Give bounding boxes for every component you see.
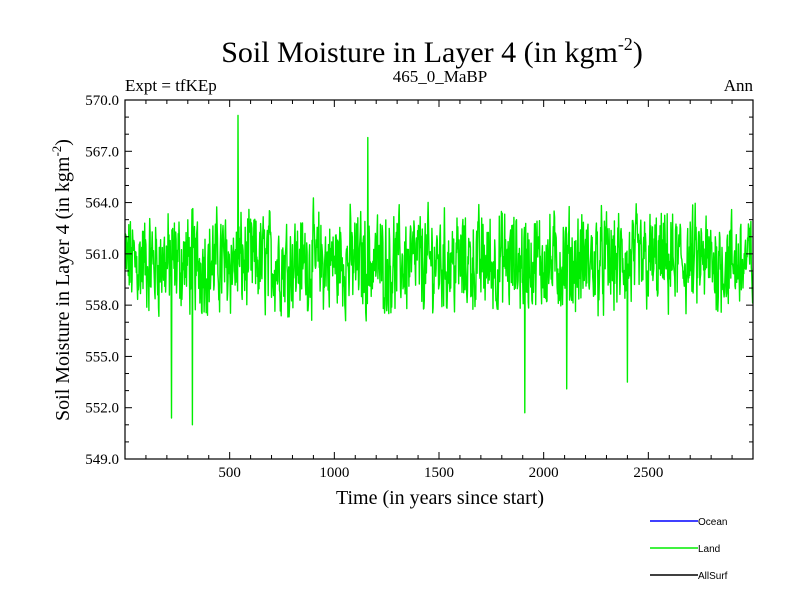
y-tick-label: 561.0 bbox=[85, 247, 119, 263]
legend-item-allsurf: AllSurf bbox=[650, 571, 728, 582]
legend-label: Land bbox=[698, 544, 720, 555]
y-tick-label: 567.0 bbox=[85, 144, 119, 160]
y-tick-label: 549.0 bbox=[85, 452, 119, 468]
period-label: 465_0_MaBP bbox=[393, 67, 487, 86]
series-line-land bbox=[125, 114, 753, 426]
y-tick-label: 555.0 bbox=[85, 349, 119, 365]
experiment-label: Expt = tfKEp bbox=[125, 76, 217, 95]
x-tick-label: 2500 bbox=[633, 465, 663, 481]
x-tick-label: 2000 bbox=[529, 465, 559, 481]
y-tick-label: 558.0 bbox=[85, 298, 119, 314]
legend-item-land: Land bbox=[650, 544, 720, 555]
x-tick-label: 1500 bbox=[424, 465, 454, 481]
x-axis-label: Time (in years since start) bbox=[336, 487, 544, 509]
y-axis-label-superscript: -2 bbox=[49, 146, 64, 157]
x-tick-label: 1000 bbox=[319, 465, 349, 481]
y-tick-label: 564.0 bbox=[85, 196, 119, 212]
legend-label: AllSurf bbox=[698, 571, 728, 582]
x-axis: 500 1000 1500 2000 2500 bbox=[145, 100, 733, 481]
y-tick-label: 552.0 bbox=[85, 401, 119, 417]
plot-area bbox=[124, 99, 754, 460]
legend-item-ocean: Ocean bbox=[650, 517, 727, 528]
chart-title-superscript: -2 bbox=[618, 34, 633, 54]
y-axis-label: Soil Moisture in Layer 4 (in kgm-2) bbox=[49, 139, 74, 421]
y-tick-label: 570.0 bbox=[85, 93, 119, 109]
legend: Ocean Land AllSurf bbox=[650, 517, 728, 582]
x-tick-label: 500 bbox=[218, 465, 241, 481]
season-label: Ann bbox=[724, 76, 754, 95]
chart-title: Soil Moisture in Layer 4 (in kgm-2) bbox=[221, 34, 643, 69]
legend-label: Ocean bbox=[698, 517, 727, 528]
y-axis: 549.0 552.0 555.0 558.0 561.0 564.0 567.0 570.0 bbox=[85, 93, 753, 468]
